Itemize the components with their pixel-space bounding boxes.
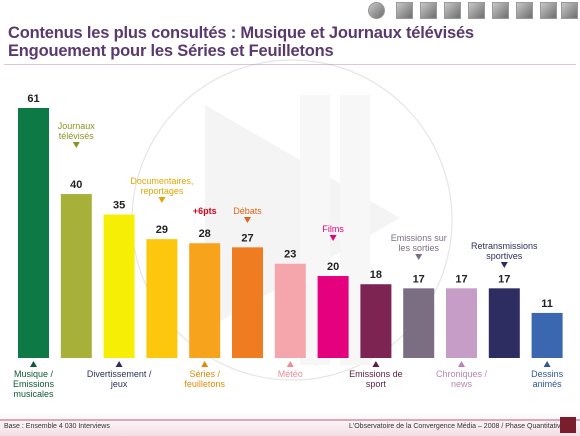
category-label: Divertissement / xyxy=(87,369,152,379)
bar xyxy=(488,288,520,358)
thumbnail-icon xyxy=(516,2,533,19)
label-marker xyxy=(500,262,508,268)
bar xyxy=(189,243,221,358)
label-marker xyxy=(458,361,465,367)
category-label: Dessins xyxy=(531,369,564,379)
brand-logo xyxy=(560,417,576,433)
bar xyxy=(60,194,92,358)
bar xyxy=(531,312,563,358)
page-subtitle: Engouement pour les Séries et Feuilleton… xyxy=(8,42,334,60)
title-block: Contenus les plus consultés : Musique et… xyxy=(8,24,568,60)
category-label: reportages xyxy=(140,186,184,196)
category-label: Musique / xyxy=(14,369,54,379)
value-label: 29 xyxy=(156,224,168,236)
category-label: Retransmissions xyxy=(471,241,538,251)
category-label: animés xyxy=(533,379,563,389)
label-marker xyxy=(30,361,37,367)
value-label: 17 xyxy=(498,273,510,285)
category-label: news xyxy=(451,379,473,389)
page-title: Contenus les plus consultés : Musique et… xyxy=(8,24,474,42)
category-label: Emissions xyxy=(13,379,55,389)
value-label: 40 xyxy=(70,179,82,191)
label-marker xyxy=(201,361,209,367)
label-marker xyxy=(543,361,551,367)
label-marker xyxy=(115,361,123,367)
label-marker xyxy=(415,254,423,260)
category-label: sport xyxy=(366,379,387,389)
value-label: 17 xyxy=(413,273,425,285)
category-label: Séries / xyxy=(189,369,220,379)
bar xyxy=(446,288,477,358)
footer-divider xyxy=(0,419,580,421)
category-label: Journaux xyxy=(58,121,96,131)
footer-band xyxy=(0,412,580,436)
footer-source: L'Observatoire de la Convergence Média –… xyxy=(349,423,565,430)
category-label: Météo xyxy=(278,369,303,379)
header-thumbnail-strip xyxy=(0,0,580,22)
bar xyxy=(274,263,306,358)
category-label: Films xyxy=(322,224,344,234)
label-markers-group xyxy=(30,142,551,367)
value-label: 11 xyxy=(541,298,553,310)
bars-group xyxy=(18,108,563,358)
category-label: jeux xyxy=(110,379,128,389)
title-divider xyxy=(4,64,576,65)
thumbnail-icon xyxy=(540,2,557,19)
category-label: feuilletons xyxy=(184,379,225,389)
category-label: musicales xyxy=(13,389,54,399)
footer-base-note: Base : Ensemble 4 030 Interviews xyxy=(4,423,110,430)
value-label: 18 xyxy=(370,269,382,281)
category-label: les sorties xyxy=(398,243,439,253)
thumbnail-icon xyxy=(368,2,385,19)
label-marker xyxy=(72,142,80,148)
value-label: 61 xyxy=(27,93,39,105)
thumbnail-icon xyxy=(492,2,509,19)
category-label: Débats xyxy=(233,206,262,216)
value-label: 20 xyxy=(327,261,339,273)
value-label: 35 xyxy=(113,200,125,212)
category-label: Chroniques / xyxy=(436,369,488,379)
label-marker xyxy=(286,361,294,367)
label-marker xyxy=(158,197,166,203)
bar xyxy=(18,108,49,358)
label-marker xyxy=(372,361,380,367)
bar xyxy=(146,239,178,358)
thumbnail-icon xyxy=(396,2,413,19)
bar xyxy=(232,247,263,358)
label-marker xyxy=(329,235,337,241)
series-growth-annotation: +6pts xyxy=(193,206,217,216)
value-label: 27 xyxy=(241,232,253,244)
bar xyxy=(403,288,435,358)
category-label: télévisés xyxy=(59,131,95,141)
thumbnail-icon xyxy=(420,2,437,19)
category-label: sportives xyxy=(486,251,523,261)
value-labels-group: 61 40 35 29 28 27 23 20 18 17 17 17 11 xyxy=(27,93,553,310)
bar xyxy=(103,214,135,358)
thumbnail-icon xyxy=(468,2,485,19)
category-label: Emissions de xyxy=(349,369,403,379)
value-label: 23 xyxy=(284,249,296,261)
bar xyxy=(317,276,349,358)
value-label: 17 xyxy=(455,273,467,285)
thumbnail-icon xyxy=(561,2,578,19)
thumbnail-icon xyxy=(444,2,461,19)
category-label: Emissions sur xyxy=(391,233,447,243)
category-label: Documentaires, xyxy=(130,176,193,186)
bar xyxy=(360,284,392,358)
label-marker xyxy=(244,217,251,223)
value-label: 28 xyxy=(199,228,211,240)
